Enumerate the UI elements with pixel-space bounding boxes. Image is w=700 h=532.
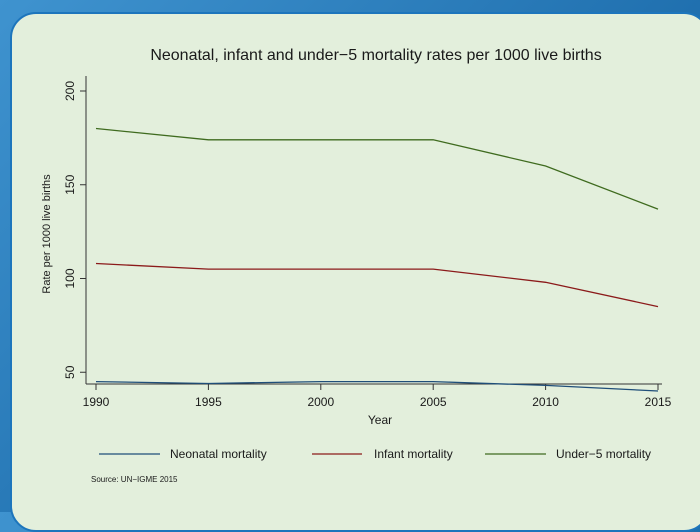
series-line-infant-mortality — [95, 262, 659, 308]
x-axis-label: Year — [368, 413, 392, 427]
x-tick-label: 2015 — [645, 395, 672, 409]
chart-title: Neonatal, infant and under−5 mortality r… — [150, 47, 601, 64]
x-tick-label: 2000 — [307, 395, 334, 409]
x-tick-label: 1990 — [83, 395, 110, 409]
mortality-line-chart: Neonatal, infant and under−5 mortality r… — [41, 47, 672, 484]
series-line-neonatal-mortality — [95, 380, 659, 392]
legend-label: Infant mortality — [374, 447, 453, 461]
y-tick-label: 100 — [63, 268, 77, 288]
x-tick-label: 1995 — [195, 395, 222, 409]
y-tick-label: 50 — [63, 365, 77, 379]
x-tick-label: 2010 — [532, 395, 559, 409]
y-axis-label: Rate per 1000 live births — [41, 174, 53, 294]
series-line-under-5-mortality — [95, 127, 659, 210]
legend-label: Under−5 mortality — [556, 447, 651, 461]
y-tick-label: 200 — [63, 81, 77, 101]
chart-panel: Neonatal, infant and under−5 mortality r… — [10, 12, 700, 532]
source-note: Source: UN−IGME 2015 — [91, 475, 178, 484]
legend-label: Neonatal mortality — [170, 447, 267, 461]
x-tick-label: 2005 — [420, 395, 447, 409]
y-tick-label: 150 — [63, 174, 77, 194]
